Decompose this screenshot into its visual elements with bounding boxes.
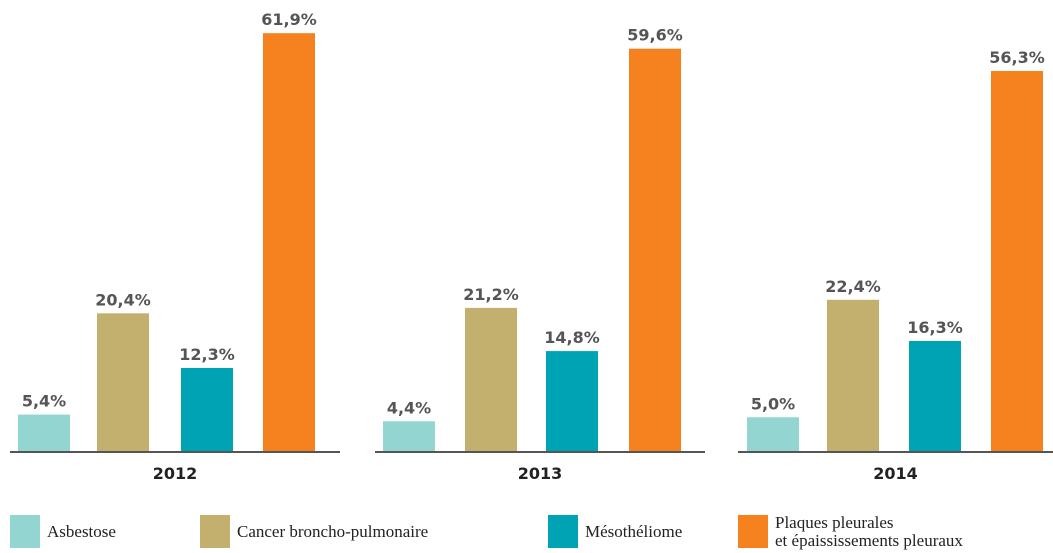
legend-swatch: [738, 515, 768, 548]
value-label: 59,6%: [627, 26, 683, 45]
plot: 5,4% 20,4% 12,3% 61,9% 2012 4,4% 21,2% 14,8% 59,…: [10, 10, 1053, 483]
value-label: 14,8%: [544, 328, 600, 347]
bar: [827, 299, 879, 451]
bar: [181, 367, 233, 451]
value-label: 22,4%: [825, 277, 881, 296]
bar: [383, 421, 435, 451]
value-label: 16,3%: [907, 318, 963, 337]
x-tick-label: 2012: [153, 464, 198, 483]
value-label: 4,4%: [387, 398, 431, 417]
value-label: 20,4%: [95, 290, 151, 309]
bar: [909, 340, 961, 451]
bar: [97, 313, 149, 451]
legend-swatch: [10, 515, 40, 548]
legend-label: Mésothéliome: [585, 522, 683, 541]
legend-label: Cancer broncho-pulmonaire: [237, 522, 429, 541]
legend-swatch: [548, 515, 578, 548]
value-label: 5,4%: [22, 392, 66, 411]
bar: [263, 33, 315, 452]
bar: [629, 48, 681, 451]
x-tick-label: 2014: [873, 464, 918, 483]
legend-label: Asbestose: [47, 522, 116, 541]
x-tick-label: 2013: [518, 464, 563, 483]
value-label: 56,3%: [989, 48, 1045, 67]
legend-label: Plaques pleurales et épaississements ple…: [775, 513, 963, 550]
value-label: 5,0%: [751, 394, 795, 413]
value-label: 12,3%: [179, 345, 235, 364]
bar: [546, 351, 598, 451]
bar: [18, 414, 70, 451]
bar: [991, 70, 1043, 451]
value-label: 61,9%: [261, 10, 317, 29]
bar: [747, 417, 799, 451]
bar: [465, 307, 517, 451]
legend-swatch: [200, 515, 230, 548]
value-label: 21,2%: [463, 285, 519, 304]
